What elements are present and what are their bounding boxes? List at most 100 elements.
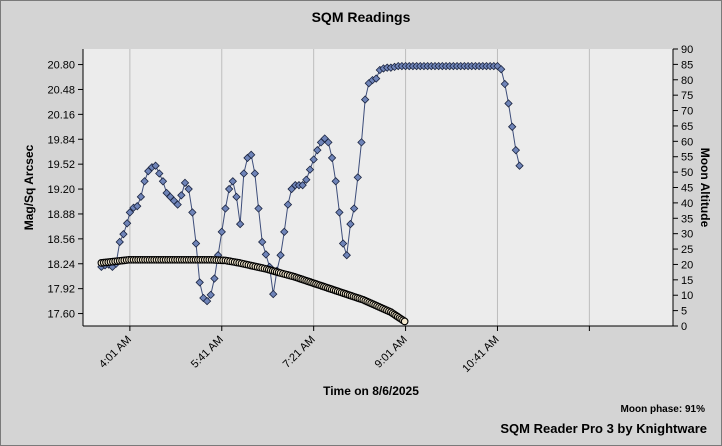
sqm-data-point: [309, 155, 318, 164]
y-tick-label: 20.80: [47, 60, 75, 72]
sqm-data-point: [371, 74, 381, 83]
sqm-data-point: [191, 239, 201, 248]
sqm-data-point: [119, 230, 128, 239]
sqm-data-point: [305, 165, 315, 174]
sqm-data-point: [349, 204, 359, 213]
sqm-data-point: [346, 219, 355, 229]
sqm-data-point: [508, 122, 517, 131]
y2-tick-label: 5: [681, 306, 687, 318]
sqm-data-point: [232, 192, 241, 202]
y-tick-label: 17.60: [47, 309, 75, 321]
y2-axis-title: Moon Altitude: [698, 148, 712, 228]
sqm-data-point: [136, 192, 146, 202]
y-axis-ticks: 17.60 17.92 18.24 18.56 18.88 19.20 19.52 19.84…: [47, 60, 83, 321]
y2-tick-label: 75: [681, 90, 693, 102]
chart-title: SQM Readings: [311, 9, 411, 25]
y-tick-label: 17.92: [47, 284, 75, 296]
sqm-data-point: [235, 219, 245, 229]
x-axis-title: Time on 8/6/2025: [323, 384, 419, 398]
sqm-data-point: [342, 251, 351, 260]
sqm-data-point: [195, 278, 204, 287]
sqm-data-point: [250, 169, 260, 178]
y2-axis-ticks: 0 5 10 15 20 25 30 35 40 45 50 55 60 65 70 75 80 85 90: [673, 44, 693, 333]
x-tick-label: 9:01 AM: [373, 334, 410, 371]
sqm-data-point: [500, 79, 509, 89]
sqm-data-point: [206, 290, 215, 300]
y-tick-label: 18.88: [47, 209, 75, 221]
sqm-data-point: [283, 200, 293, 209]
sqm-data-point: [228, 177, 237, 186]
sqm-data-point: [335, 208, 344, 217]
y2-tick-label: 0: [681, 321, 687, 333]
y2-tick-label: 70: [681, 106, 693, 118]
sqm-data-point: [125, 208, 135, 217]
series-markers: [97, 61, 524, 326]
y2-tick-label: 80: [681, 75, 693, 87]
y2-tick-label: 55: [681, 152, 693, 164]
x-tick-label: 7:21 AM: [281, 334, 318, 371]
sqm-data-point: [269, 289, 278, 299]
sqm-data-point: [221, 204, 230, 213]
y-tick-label: 20.16: [47, 109, 75, 121]
y2-tick-label: 60: [681, 136, 693, 148]
sqm-data-point: [324, 138, 333, 147]
sqm-data-point: [276, 251, 285, 260]
sqm-data-point: [217, 227, 226, 237]
sqm-data-point: [202, 296, 212, 306]
y2-tick-label: 10: [681, 290, 693, 302]
sqm-data-point: [515, 161, 524, 170]
sqm-data-point: [327, 153, 337, 163]
sqm-data-point: [261, 250, 271, 259]
sqm-data-point: [158, 177, 168, 186]
sqm-data-point: [122, 219, 132, 228]
sqm-data-point: [151, 161, 160, 170]
sqm-data-point: [173, 200, 182, 209]
sqm-data-point: [331, 177, 340, 186]
x-axis-ticks: 4:01 AM 5:41 AM 7:21 AM 9:01 AM 10:41 AM: [97, 326, 590, 375]
y-tick-label: 19.20: [47, 184, 75, 196]
sqm-data-point: [496, 65, 506, 74]
y2-tick-label: 85: [681, 59, 693, 71]
moon-altitude-point: [400, 317, 409, 326]
y2-tick-label: 20: [681, 259, 693, 271]
sqm-data-point: [280, 227, 289, 237]
sqm-data-point: [184, 184, 193, 194]
sqm-data-point: [155, 169, 164, 178]
plot-area: [83, 49, 673, 326]
y-tick-label: 19.84: [47, 134, 75, 146]
sqm-data-point: [504, 99, 513, 108]
y2-tick-label: 90: [681, 44, 693, 56]
x-tick-label: 10:41 AM: [460, 334, 501, 375]
sqm-data-point: [360, 95, 370, 104]
sqm-data-point: [133, 202, 142, 211]
sqm-data-point: [357, 138, 366, 147]
sqm-data-point: [210, 274, 219, 283]
y-axis-title: Mag/Sq Arcsec: [22, 144, 36, 230]
sqm-data-point: [258, 237, 267, 247]
y-tick-label: 18.24: [47, 259, 75, 271]
sqm-data-point: [247, 150, 256, 159]
y-tick-label: 19.52: [47, 159, 75, 171]
sqm-data-point: [511, 145, 521, 155]
x-tick-label: 4:01 AM: [97, 334, 134, 371]
sqm-data-point: [140, 177, 149, 186]
y-tick-label: 18.56: [47, 234, 75, 246]
footer-credit: SQM Reader Pro 3 by Knightware: [500, 421, 707, 436]
sqm-data-point: [313, 145, 322, 155]
x-tick-label: 5:41 AM: [189, 334, 226, 371]
sqm-data-point: [338, 239, 348, 248]
y2-tick-label: 30: [681, 229, 693, 241]
y2-tick-label: 65: [681, 121, 693, 133]
sqm-data-point: [177, 191, 186, 200]
y2-tick-label: 35: [681, 213, 693, 225]
sqm-data-point: [224, 184, 234, 194]
sqm-data-point: [188, 208, 197, 217]
sqm-data-point: [180, 178, 190, 187]
sqm-data-point: [353, 173, 362, 182]
sqm-data-point: [115, 237, 124, 247]
y-tick-label: 20.48: [47, 84, 75, 96]
sqm-data-point: [298, 181, 307, 190]
sqm-data-point: [239, 169, 248, 178]
